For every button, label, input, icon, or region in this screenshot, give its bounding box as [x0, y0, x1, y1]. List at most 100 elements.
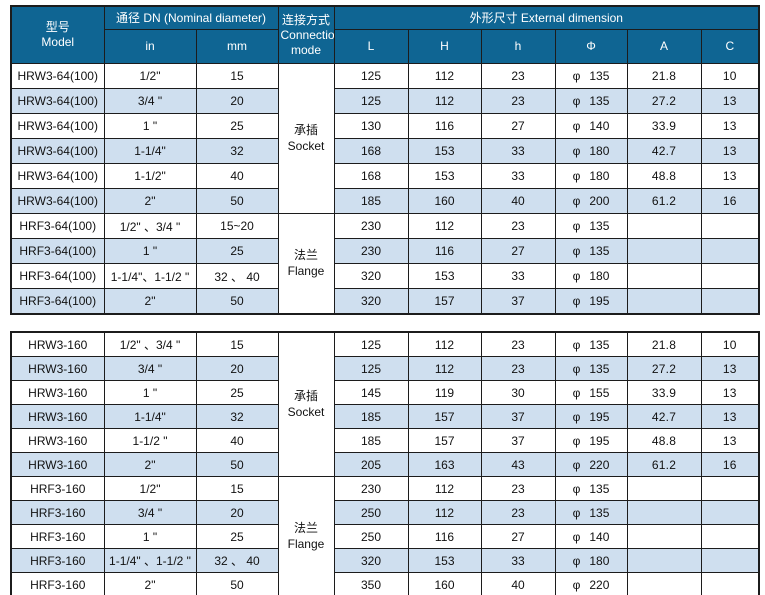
header-H: H — [407, 29, 482, 64]
phi-symbol: φ — [572, 94, 581, 108]
cell-C — [700, 263, 760, 289]
cell-C — [700, 476, 760, 501]
cell-C — [700, 500, 760, 525]
cell-h: 33 — [480, 548, 556, 573]
cell-mm: 32 、 40 — [195, 263, 279, 289]
phi-value: 135 — [589, 219, 610, 233]
cell-A — [626, 263, 702, 289]
cell-L: 168 — [333, 138, 409, 164]
cell-h: 23 — [480, 476, 556, 501]
cell-C — [700, 572, 760, 595]
cell-H: 112 — [407, 88, 482, 114]
cell-h: 23 — [480, 356, 556, 381]
cell-h: 27 — [480, 113, 556, 139]
cell-L: 168 — [333, 163, 409, 189]
cell-h: 27 — [480, 238, 556, 264]
cell-H: 112 — [407, 63, 482, 89]
header-in: in — [103, 29, 197, 64]
phi-value: 135 — [589, 244, 610, 258]
phi-symbol: φ — [572, 69, 581, 83]
phi-value: 220 — [589, 577, 610, 592]
cell-in: 1-1/4" 、1-1/2 " — [103, 548, 197, 573]
table-row: HRF3-160 1-1/4" 、1-1/2 " 32 、 40 320 153 33 φ 1… — [10, 548, 760, 573]
cell-h: 37 — [480, 288, 556, 315]
cell-L: 125 — [333, 88, 409, 114]
cell-model: HRW3-64(100) — [10, 138, 105, 164]
cell-h: 30 — [480, 380, 556, 405]
cell-A: 42.7 — [626, 404, 702, 429]
phi-symbol: φ — [572, 294, 581, 308]
phi-symbol: φ — [572, 553, 581, 568]
cell-h: 43 — [480, 452, 556, 477]
cell-A: 61.2 — [626, 188, 702, 214]
cell-H: 153 — [407, 163, 482, 189]
phi-value: 155 — [589, 385, 610, 400]
cell-phi: φ 200 — [554, 188, 628, 214]
cell-model: HRF3-160 — [10, 572, 105, 595]
cell-C: 10 — [700, 331, 760, 357]
cell-A: 33.9 — [626, 113, 702, 139]
cell-h: 37 — [480, 428, 556, 453]
phi-symbol: φ — [572, 269, 581, 283]
cell-phi: φ 135 — [554, 331, 628, 357]
cell-in: 2" — [103, 572, 197, 595]
cell-C: 13 — [700, 428, 760, 453]
cell-model: HRW3-160 — [10, 452, 105, 477]
cell-H: 112 — [407, 500, 482, 525]
header-C: C — [700, 29, 760, 64]
cell-model: HRW3-64(100) — [10, 113, 105, 139]
cell-mm: 50 — [195, 572, 279, 595]
table-row: HRF3-64(100) 2" 50 320 157 37 φ 195 — [10, 288, 760, 315]
table-row: HRW3-64(100) 1/2" 15 承插 Socket 125 112 23 φ 135 2… — [10, 63, 760, 214]
dimension-table-top-wrap: 型号 Model 通径 DN (Nominal diameter) 连接方式 C… — [10, 5, 761, 315]
header-connection-mode: 连接方式 Connection mode — [277, 5, 335, 64]
cell-in: 1 " — [103, 113, 197, 139]
cell-H: 116 — [407, 524, 482, 549]
cell-A: 33.9 — [626, 380, 702, 405]
cell-phi: φ 135 — [554, 63, 628, 89]
phi-symbol: φ — [572, 529, 581, 544]
cell-C: 13 — [700, 380, 760, 405]
cell-A — [626, 500, 702, 525]
table-row: HRF3-64(100) 1-1/4"、1-1/2 " 32 、 40 320 153 3… — [10, 263, 760, 289]
cell-connection-mode: 承插 Socket — [277, 331, 335, 477]
cell-C — [700, 524, 760, 549]
header-phi: Φ — [554, 29, 628, 64]
cell-model: HRW3-160 — [10, 380, 105, 405]
table-row: HRW3-64(100) 1-1/2" 40 168 153 33 φ 180 48.8 13 — [10, 163, 760, 189]
header-model: 型号 Model — [10, 5, 105, 64]
cell-phi: φ 135 — [554, 476, 628, 501]
cell-H: 112 — [407, 356, 482, 381]
header-A: A — [626, 29, 702, 64]
cell-model: HRF3-160 — [10, 500, 105, 525]
cell-H: 153 — [407, 263, 482, 289]
phi-symbol: φ — [572, 361, 581, 376]
phi-value: 140 — [589, 529, 610, 544]
header-external-dimension: 外形尺寸 External dimension — [333, 5, 760, 30]
cell-C: 13 — [700, 113, 760, 139]
table-row: HRW3-64(100) 2" 50 185 160 40 φ 200 61.2 16 — [10, 188, 760, 214]
cell-model: HRF3-160 — [10, 476, 105, 501]
cell-C — [700, 548, 760, 573]
cell-mm: 25 — [195, 113, 279, 139]
table-row: HRW3-160 1 " 25 145 119 30 φ 155 33.9 13 — [10, 380, 760, 405]
cell-H: 163 — [407, 452, 482, 477]
phi-symbol: φ — [572, 119, 581, 133]
cell-C: 13 — [700, 404, 760, 429]
cell-H: 112 — [407, 476, 482, 501]
cell-in: 3/4 " — [103, 88, 197, 114]
cell-phi: φ 220 — [554, 452, 628, 477]
cell-in: 1 " — [103, 380, 197, 405]
table-body-top: HRW3-64(100) 1/2" 15 承插 Socket 125 112 23 φ 135 2… — [10, 63, 760, 315]
cell-A — [626, 524, 702, 549]
phi-value: 180 — [589, 553, 610, 568]
cell-L: 320 — [333, 288, 409, 315]
cell-h: 23 — [480, 500, 556, 525]
cell-A — [626, 572, 702, 595]
cell-H: 157 — [407, 288, 482, 315]
cell-h: 23 — [480, 88, 556, 114]
cell-mm: 15~20 — [195, 213, 279, 239]
cell-C: 16 — [700, 188, 760, 214]
cell-h: 27 — [480, 524, 556, 549]
